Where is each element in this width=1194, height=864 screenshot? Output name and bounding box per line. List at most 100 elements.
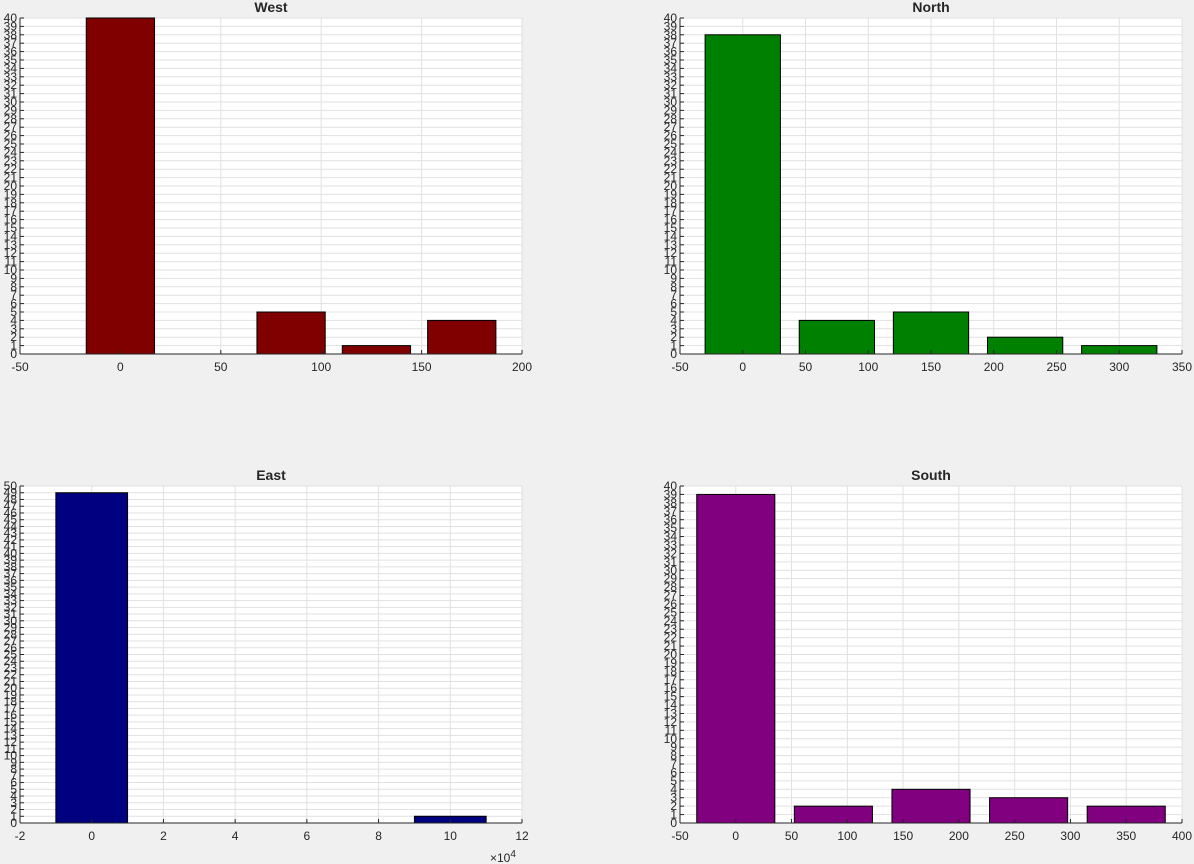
west-y-tick-label: 0 — [10, 347, 17, 361]
south-y-tick-label: 35 — [664, 521, 678, 535]
north-y-tick-label: 3 — [670, 322, 677, 336]
west-y-tick-label: 5 — [10, 305, 17, 319]
north-x-tick-label: 100 — [858, 360, 878, 374]
west-y-tick-label: 12 — [4, 246, 18, 260]
east-y-tick-label: 34 — [4, 587, 18, 601]
south-y-tick-label: 27 — [664, 589, 678, 603]
west-y-tick-label: 30 — [4, 95, 18, 109]
east-y-tick-label: 28 — [4, 627, 18, 641]
west-y-tick-label: 40 — [4, 11, 18, 25]
north-y-tick-label: 14 — [664, 229, 678, 243]
north-x-tick-label: 250 — [1046, 360, 1066, 374]
north-y-tick-label: 30 — [664, 95, 678, 109]
east-y-tick-label: 48 — [4, 492, 18, 506]
west-y-tick-label: 15 — [4, 221, 18, 235]
south-bar — [891, 788, 971, 824]
east-y-tick-label: 10 — [4, 749, 18, 763]
south-bar — [793, 805, 873, 824]
south-x-tick-label: 150 — [893, 829, 913, 843]
south-y-tick-label: 32 — [664, 546, 678, 560]
east-x-tick-label: 2 — [160, 829, 167, 843]
north-y-tick-label: 4 — [670, 313, 677, 327]
west-x-tick-label: 100 — [311, 360, 331, 374]
west-y-tick-label: 33 — [4, 70, 18, 84]
east-title: East — [256, 467, 286, 483]
south-y-tick-label: 31 — [664, 555, 678, 569]
south-y-tick-label: 13 — [664, 706, 678, 720]
west-y-tick-label: 8 — [10, 280, 17, 294]
west-y-tick-label: 32 — [4, 78, 18, 92]
north-x-tick-label: 150 — [921, 360, 941, 374]
south-y-tick-label: 18 — [664, 664, 678, 678]
east-y-tick-label: 40 — [4, 546, 18, 560]
south-title: South — [911, 467, 951, 483]
east-y-tick-label: 36 — [4, 573, 18, 587]
north-y-tick-label: 18 — [664, 196, 678, 210]
north-y-tick-label: 6 — [670, 297, 677, 311]
west-y-tick-label: 37 — [4, 36, 18, 50]
north-x-tick-label: 300 — [1109, 360, 1129, 374]
west-y-tick-label: 23 — [4, 154, 18, 168]
north-y-tick-label: 32 — [664, 78, 678, 92]
west-y-tick-label: 16 — [4, 213, 18, 227]
north-y-tick-label: 16 — [664, 213, 678, 227]
west-y-tick-label: 3 — [10, 322, 17, 336]
east-y-tick-label: 9 — [10, 755, 17, 769]
east-x-tick-label: -2 — [15, 829, 26, 843]
west-y-tick-label: 29 — [4, 103, 18, 117]
east-y-tick-label: 14 — [4, 722, 18, 736]
south-y-tick-label: 5 — [670, 774, 677, 788]
west-y-tick-label: 10 — [4, 263, 18, 277]
north-bar — [892, 311, 970, 355]
west-y-tick-label: 21 — [4, 171, 18, 185]
north-x-tick-label: 0 — [739, 360, 746, 374]
north-y-tick-label: 26 — [664, 129, 678, 143]
north-y-tick-label: 27 — [664, 120, 678, 134]
east-y-tick-label: 1 — [10, 809, 17, 823]
north-y-tick-label: 28 — [664, 112, 678, 126]
east-y-tick-label: 11 — [5, 742, 18, 756]
south-y-tick-label: 37 — [664, 504, 678, 518]
north-y-tick-label: 17 — [664, 204, 678, 218]
east-x-multiplier-exponent: 4 — [510, 849, 516, 860]
north-y-tick-label: 10 — [664, 263, 678, 277]
east-y-tick-label: 17 — [4, 701, 18, 715]
north-bar — [986, 336, 1064, 355]
east-y-tick-label: 32 — [4, 600, 18, 614]
south-x-tick-label: 200 — [949, 829, 969, 843]
east-y-tick-label: 31 — [4, 607, 18, 621]
west-y-tick-label: 28 — [4, 112, 18, 126]
west-y-tick-label: 18 — [4, 196, 18, 210]
east-y-tick-label: 16 — [4, 708, 18, 722]
west-y-tick-label: 31 — [4, 87, 18, 101]
north-y-tick-label: 9 — [670, 271, 677, 285]
north-x-tick-label: 350 — [1172, 360, 1192, 374]
west-y-tick-label: 4 — [10, 313, 17, 327]
south-y-tick-label: 15 — [664, 690, 678, 704]
north-y-tick-label: 12 — [664, 246, 678, 260]
north-x-tick-label: 200 — [984, 360, 1004, 374]
west-bar — [427, 319, 497, 355]
east-x-tick-label: 0 — [88, 829, 95, 843]
north-y-tick-label: 5 — [670, 305, 677, 319]
east-y-tick-label: 37 — [4, 567, 18, 581]
north-y-tick-label: 22 — [664, 162, 678, 176]
east-y-tick-label: 33 — [4, 594, 18, 608]
north-x-tick-label: 50 — [799, 360, 813, 374]
west-y-tick-label: 34 — [4, 61, 18, 75]
west-y-tick-label: 36 — [4, 45, 18, 59]
east-y-tick-label: 2 — [10, 803, 17, 817]
south-y-tick-label: 0 — [670, 816, 677, 830]
west-y-tick-label: 9 — [10, 271, 17, 285]
west-y-tick-label: 7 — [10, 288, 17, 302]
north-y-tick-label: 13 — [664, 238, 678, 252]
west-x-tick-label: 0 — [117, 360, 124, 374]
west-y-tick-label: 17 — [4, 204, 18, 218]
east-y-tick-label: 4 — [10, 789, 17, 803]
north-y-tick-label: 34 — [664, 61, 678, 75]
north-y-tick-label: 0 — [670, 347, 677, 361]
south-y-tick-label: 36 — [664, 513, 678, 527]
east-bar — [55, 492, 129, 824]
north-bar — [798, 319, 876, 355]
west-y-tick-label: 38 — [4, 28, 18, 42]
